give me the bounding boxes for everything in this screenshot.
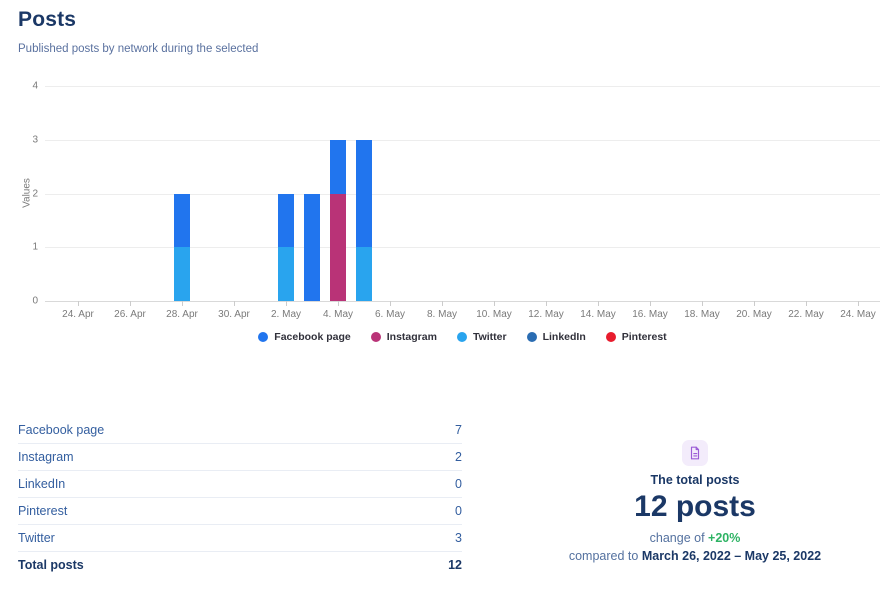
chart-legend: Facebook page Instagram Twitter LinkedIn Pin… bbox=[45, 331, 880, 343]
table-row: Facebook page 7 bbox=[18, 417, 462, 444]
legend-swatch bbox=[370, 332, 381, 342]
legend-swatch bbox=[258, 332, 269, 342]
x-axis-tick-mark bbox=[78, 301, 79, 306]
total-label: Total posts bbox=[18, 558, 84, 572]
x-axis-tick-label: 14. May bbox=[580, 309, 616, 320]
network-value: 2 bbox=[455, 450, 462, 464]
y-axis-tick-label: 3 bbox=[32, 134, 38, 146]
total-value: 12 bbox=[448, 558, 462, 572]
x-axis-tick-label: 8. May bbox=[426, 309, 458, 320]
document-icon bbox=[682, 440, 708, 466]
table-row: LinkedIn 0 bbox=[18, 471, 462, 498]
gridline bbox=[45, 86, 880, 87]
summary-heading: The total posts bbox=[650, 473, 740, 487]
x-axis-tick-label: 2. May bbox=[270, 309, 302, 320]
bar-segment-facebook-page bbox=[304, 193, 320, 301]
gridline bbox=[45, 301, 880, 302]
bar-segment-facebook-page bbox=[278, 193, 294, 248]
x-axis-tick-mark bbox=[858, 301, 859, 306]
network-label: Twitter bbox=[18, 531, 55, 545]
network-value: 7 bbox=[455, 423, 462, 437]
change-value: +20% bbox=[708, 531, 741, 545]
summary-compare-line: compared to March 26, 2022 – May 25, 202… bbox=[525, 549, 865, 563]
x-axis-tick-label: 16. May bbox=[632, 309, 668, 320]
total-posts-summary: The total posts 12 posts change of +20% … bbox=[525, 440, 865, 563]
x-axis-tick-mark bbox=[702, 301, 703, 306]
y-axis-tick-label: 0 bbox=[32, 295, 38, 307]
page-subtitle: Published posts by network during the se… bbox=[18, 43, 259, 55]
y-axis-tick-label: 2 bbox=[32, 188, 38, 199]
legend-label: Pinterest bbox=[621, 331, 667, 343]
change-prefix: change of bbox=[649, 531, 709, 545]
x-axis-tick-mark bbox=[754, 301, 755, 306]
x-axis-tick-label: 12. May bbox=[528, 309, 564, 320]
x-axis-tick-label: 24. Apr bbox=[62, 309, 94, 320]
posts-stacked-bar-chart: Values 0 1 2 3 4 24. Apr 26. Apr 28. Apr 30. Apr… bbox=[0, 80, 882, 330]
gridline bbox=[45, 139, 880, 141]
y-axis-tick-label: 1 bbox=[32, 241, 38, 253]
legend-item-pinterest[interactable]: Pinterest bbox=[605, 331, 667, 343]
bar-segment-twitter bbox=[174, 247, 190, 301]
summary-total-value: 12 posts bbox=[634, 490, 756, 523]
x-axis-tick-mark bbox=[442, 301, 443, 306]
x-axis-tick-mark bbox=[546, 301, 547, 306]
network-label: Instagram bbox=[18, 450, 74, 464]
x-axis-tick-mark bbox=[338, 301, 339, 306]
x-axis-tick-label: 22. May bbox=[788, 309, 824, 320]
page-title: Posts bbox=[18, 8, 77, 31]
x-axis-tick-mark bbox=[390, 301, 391, 306]
x-axis-tick-label: 18. May bbox=[684, 309, 720, 320]
network-value: 0 bbox=[455, 477, 462, 491]
bar-segment-facebook-page bbox=[330, 139, 346, 194]
legend-item-facebook-page[interactable]: Facebook page bbox=[258, 331, 351, 343]
x-axis-tick-mark bbox=[130, 301, 131, 306]
summary-change-line: change of +20% bbox=[525, 531, 865, 545]
network-totals-table: Facebook page 7 Instagram 2 LinkedIn 0 Pintere… bbox=[18, 417, 462, 578]
x-axis-tick-label: 28. Apr bbox=[166, 309, 198, 320]
gridline bbox=[45, 247, 880, 249]
legend-item-instagram[interactable]: Instagram bbox=[370, 331, 437, 343]
x-axis-tick-mark bbox=[598, 301, 599, 306]
x-axis-tick-label: 10. May bbox=[476, 309, 512, 320]
legend-item-twitter[interactable]: Twitter bbox=[456, 331, 507, 343]
x-axis-tick-label: 26. Apr bbox=[114, 309, 146, 320]
legend-swatch bbox=[605, 332, 616, 342]
legend-label: Facebook page bbox=[274, 331, 351, 343]
network-value: 0 bbox=[455, 504, 462, 518]
legend-item-linkedin[interactable]: LinkedIn bbox=[526, 331, 586, 343]
x-axis-tick-label: 30. Apr bbox=[218, 309, 250, 320]
bar-segment-twitter bbox=[356, 247, 372, 301]
table-row-total: Total posts 12 bbox=[18, 552, 462, 578]
network-label: Facebook page bbox=[18, 423, 105, 437]
legend-swatch bbox=[456, 332, 467, 342]
x-axis-tick-mark bbox=[650, 301, 651, 306]
legend-label: Instagram bbox=[386, 331, 437, 343]
network-label: Pinterest bbox=[18, 504, 68, 518]
x-axis-tick-label: 6. May bbox=[374, 309, 406, 320]
gridline bbox=[45, 193, 880, 195]
legend-swatch bbox=[526, 332, 537, 342]
bar-segment-instagram bbox=[330, 193, 346, 301]
x-axis-tick-mark bbox=[234, 301, 235, 306]
table-row: Twitter 3 bbox=[18, 525, 462, 552]
bar-segment-facebook-page bbox=[356, 139, 372, 248]
bar-segment-facebook-page bbox=[174, 193, 190, 248]
legend-label: Twitter bbox=[472, 331, 507, 343]
y-axis-tick-label: 4 bbox=[32, 80, 38, 92]
table-row: Pinterest 0 bbox=[18, 498, 462, 525]
x-axis-tick-label: 20. May bbox=[736, 309, 772, 320]
x-axis-tick-label: 4. May bbox=[322, 309, 354, 320]
legend-label: LinkedIn bbox=[542, 331, 586, 343]
table-row: Instagram 2 bbox=[18, 444, 462, 471]
x-axis-tick-mark bbox=[494, 301, 495, 306]
compare-range: March 26, 2022 – May 25, 2022 bbox=[641, 549, 822, 563]
x-axis-tick-label: 24. May bbox=[840, 309, 876, 320]
compare-prefix: compared to bbox=[568, 549, 642, 563]
network-label: LinkedIn bbox=[18, 477, 66, 491]
x-axis-tick-mark bbox=[286, 301, 287, 306]
x-axis-tick-mark bbox=[182, 301, 183, 306]
x-axis-tick-mark bbox=[806, 301, 807, 306]
network-value: 3 bbox=[455, 531, 462, 545]
bar-segment-twitter bbox=[278, 247, 294, 301]
